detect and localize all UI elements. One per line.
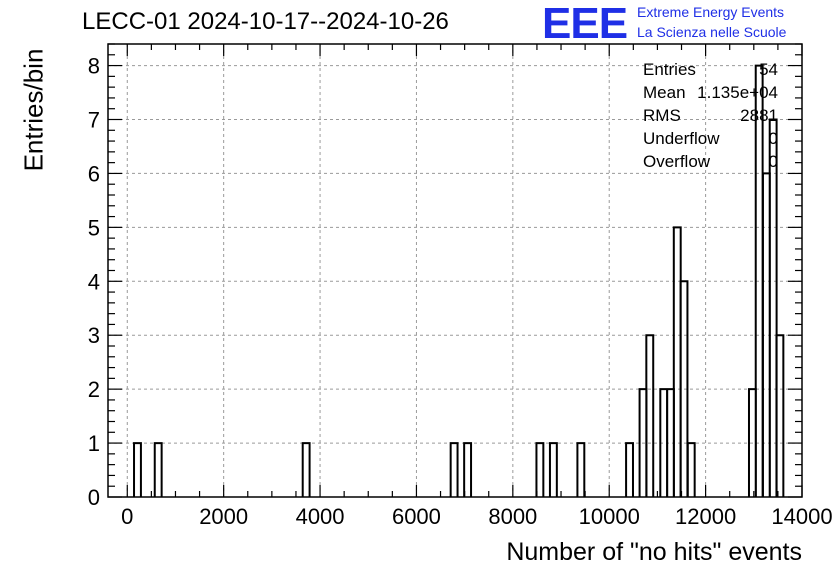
logo-line-2: La Scienza nelle Scuole: [637, 24, 787, 40]
x-tick-label: 4000: [296, 504, 345, 529]
y-axis-label: Entries/bin: [18, 48, 49, 172]
stat-rms-value: 2881: [740, 106, 778, 125]
grid-lines: [108, 44, 803, 498]
stat-mean-label: Mean: [643, 83, 686, 102]
stat-entries-value: 54: [759, 60, 778, 79]
x-tick-label: 6000: [392, 504, 441, 529]
stat-mean-value: 1.135e+04: [697, 83, 778, 102]
x-tick-label: 2000: [199, 504, 248, 529]
y-tick-label: 0: [88, 485, 100, 510]
eee-logo: EEE: [542, 0, 628, 48]
y-tick-label: 7: [88, 108, 100, 133]
chart-title: LECC-01 2024-10-17--2024-10-26: [82, 8, 449, 35]
histogram-outline: [133, 64, 785, 497]
axes-frame: [107, 43, 803, 498]
x-tick-label: 12000: [675, 504, 736, 529]
axis-ticks: 0 2000 4000 6000 8000 10000 12000 14000 0 1 2 3 4 5 6 7…: [88, 43, 833, 529]
stat-overflow-value: 0: [768, 152, 778, 171]
x-tick-label: 8000: [488, 504, 537, 529]
y-tick-label: 6: [88, 161, 100, 186]
y-tick-label: 2: [88, 377, 100, 402]
x-axis-label: Number of "no hits" events: [506, 538, 802, 566]
stat-overflow-label: Overflow: [643, 152, 711, 171]
y-tick-label: 1: [88, 431, 100, 456]
x-tick-label: 10000: [579, 504, 640, 529]
y-tick-label: 8: [88, 54, 100, 79]
y-tick-label: 4: [88, 269, 100, 294]
stat-underflow-value: 0: [768, 129, 778, 148]
stat-entries-label: Entries: [643, 60, 696, 79]
stat-underflow-label: Underflow: [643, 129, 720, 148]
stat-rms-label: RMS: [643, 106, 681, 125]
logo-line-1: Extreme Energy Events: [637, 4, 785, 20]
x-tick-label: 14000: [771, 504, 832, 529]
y-tick-label: 3: [88, 323, 100, 348]
plot-frame: [107, 43, 803, 498]
y-tick-label: 5: [88, 215, 100, 240]
x-tick-label: 0: [121, 504, 133, 529]
